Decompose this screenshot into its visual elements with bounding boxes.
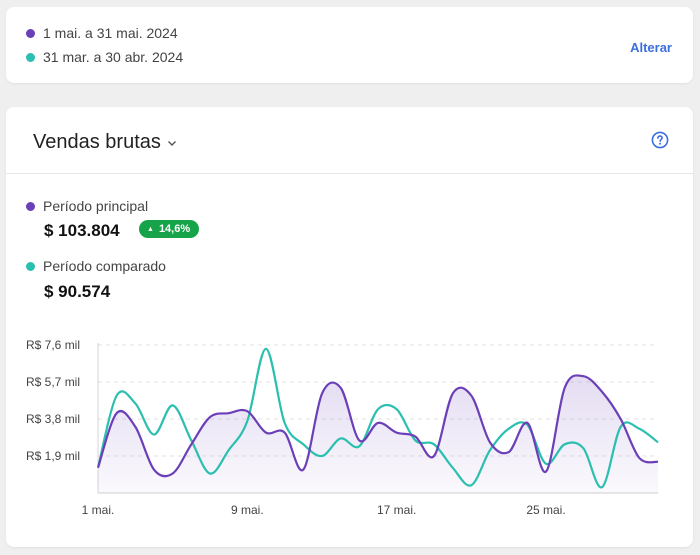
change-badge: ▲ 14,6%: [139, 220, 200, 238]
chevron-down-icon: [167, 140, 176, 146]
comparison-legend: Período comparado: [26, 258, 166, 274]
change-date-range-link[interactable]: Alterar: [630, 40, 672, 55]
arrow-up-icon: ▲: [147, 225, 154, 233]
metric-selector[interactable]: Vendas brutas: [33, 131, 177, 154]
metric-title: Vendas brutas: [33, 131, 161, 153]
comparison-period-label: 31 mar. a 30 abr. 2024: [43, 49, 184, 65]
x-tick-label: 1 mai.: [82, 503, 115, 517]
comparison-period-row: 31 mar. a 30 abr. 2024: [26, 49, 183, 65]
change-badge-text: 14,6%: [158, 223, 191, 235]
comparison-color-dot: [26, 52, 35, 62]
comparison-value: $ 90.574: [44, 282, 111, 301]
x-tick-label: 25 mai.: [526, 503, 565, 517]
comparison-legend-label: Período comparado: [43, 258, 166, 274]
y-tick-label: R$ 3,8 mil: [26, 412, 80, 426]
header-divider: [6, 173, 693, 174]
date-range-card: 1 mai. a 31 mai. 2024 31 mar. a 30 abr. …: [6, 7, 693, 83]
primary-value: $ 103.804: [44, 221, 120, 240]
primary-legend-label: Período principal: [43, 198, 149, 214]
primary-color-dot: [26, 28, 35, 38]
y-tick-label: R$ 1,9 mil: [26, 449, 80, 463]
x-tick-label: 17 mai.: [377, 503, 416, 517]
x-tick-label: 9 mai.: [231, 503, 264, 517]
primary-period-label: 1 mai. a 31 mai. 2024: [43, 25, 178, 41]
primary-legend-dot: [26, 201, 35, 211]
series-0-line: [96, 374, 659, 478]
comparison-legend-dot: [26, 261, 35, 271]
y-tick-label: R$ 5,7 mil: [26, 375, 80, 389]
primary-period-row: 1 mai. a 31 mai. 2024: [26, 25, 178, 41]
primary-legend: Período principal: [26, 198, 148, 214]
series-1-line: [96, 347, 659, 489]
series-0-area: [98, 375, 658, 493]
help-circle-icon[interactable]: [651, 131, 669, 149]
y-tick-label: R$ 7,6 mil: [26, 338, 80, 352]
